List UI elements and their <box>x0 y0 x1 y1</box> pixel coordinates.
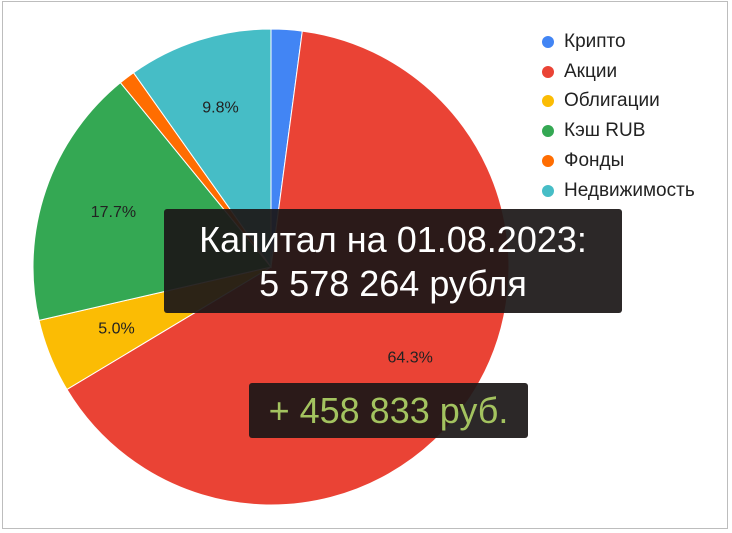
legend-marker <box>542 35 554 48</box>
pie-data-labels: 64.3% 5.0% 17.7% 9.8% <box>91 99 433 366</box>
data-label-real-estate: 9.8% <box>202 99 238 116</box>
capital-overlay: Капитал на 01.08.2023: 5 578 264 рубля <box>164 209 622 313</box>
legend-label: Крипто <box>564 30 626 52</box>
legend-label: Фонды <box>564 150 625 172</box>
legend-marker <box>542 184 554 197</box>
legend-item-funds[interactable]: Фонды <box>542 146 695 176</box>
legend-item-bonds[interactable]: Облигации <box>542 87 695 117</box>
pie-slice-real-estate[interactable] <box>132 28 272 269</box>
data-label-stocks: 64.3% <box>388 350 433 367</box>
legend-item-crypto[interactable]: Крипто <box>542 27 695 57</box>
legend-label: Облигации <box>564 90 660 112</box>
gain-overlay: + 458 833 руб. <box>249 383 528 438</box>
legend-item-stocks[interactable]: Акции <box>542 57 695 87</box>
gain-amount-text: + 458 833 руб. <box>268 390 509 431</box>
data-label-bonds: 5.0% <box>98 321 134 338</box>
legend-marker <box>542 155 554 168</box>
capital-date-text: Капитал на 01.08.2023: <box>199 219 587 260</box>
legend-item-cash[interactable]: Кэш RUB <box>542 116 695 146</box>
legend-marker <box>542 95 554 108</box>
capital-amount-text: 5 578 264 рубля <box>259 263 527 304</box>
legend-marker <box>542 125 554 138</box>
legend-item-real-estate[interactable]: Недвижимость <box>542 176 695 206</box>
chart-legend: Крипто Акции Облигации Кэш RUB Фонды Нед… <box>542 27 695 206</box>
legend-label: Кэш RUB <box>564 120 646 142</box>
legend-label: Недвижимость <box>564 179 695 201</box>
data-label-cash: 17.7% <box>91 204 136 221</box>
legend-marker <box>542 65 554 78</box>
legend-label: Акции <box>564 60 618 82</box>
